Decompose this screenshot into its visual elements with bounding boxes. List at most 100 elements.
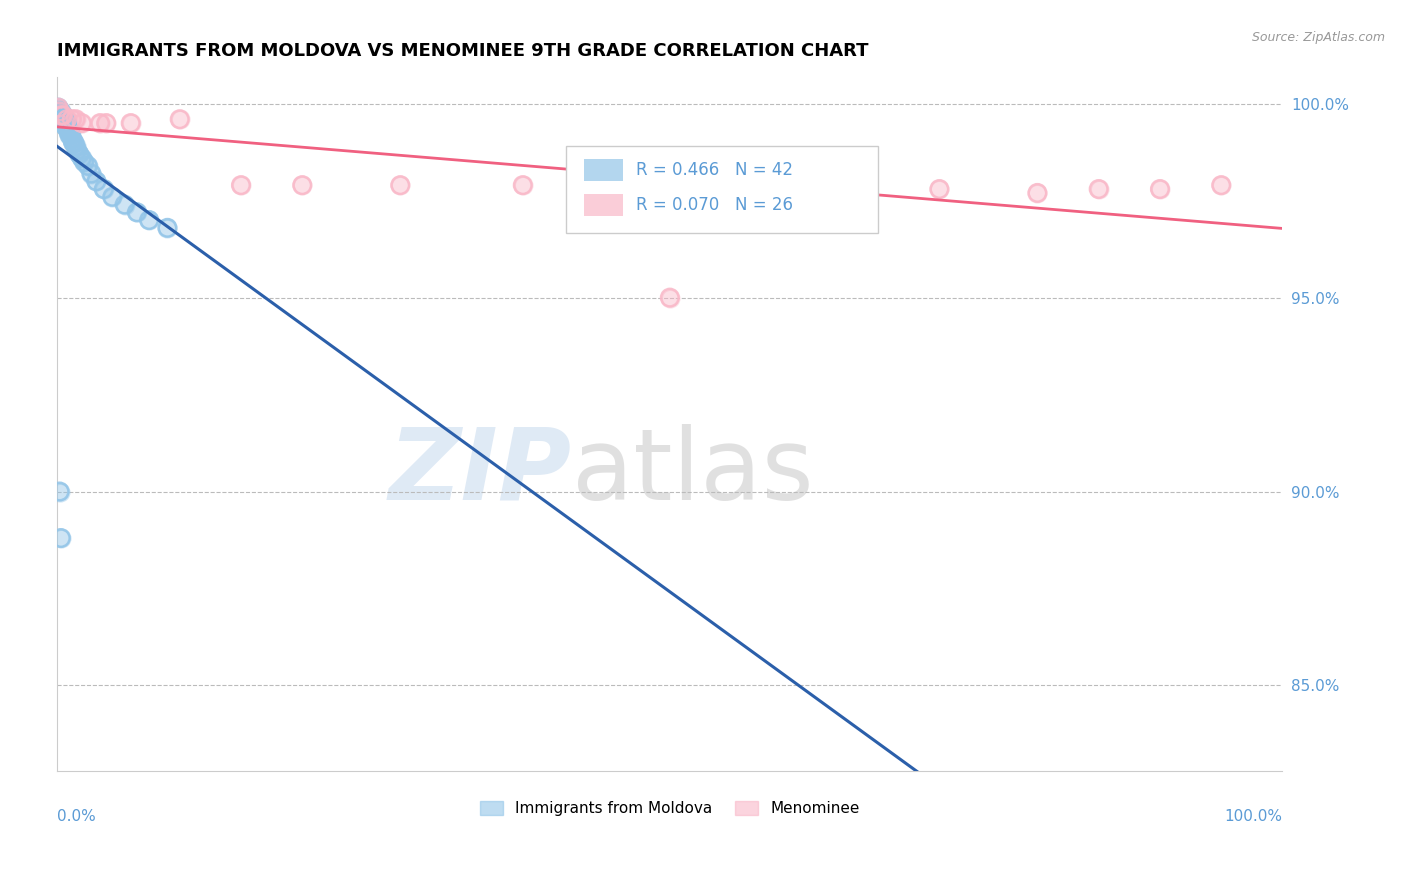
Point bbox=[512, 178, 534, 193]
Point bbox=[156, 220, 179, 235]
Point bbox=[65, 112, 87, 127]
Point bbox=[66, 143, 89, 157]
Point bbox=[48, 108, 70, 122]
Point bbox=[51, 116, 73, 130]
Point bbox=[842, 182, 865, 196]
Point bbox=[138, 213, 160, 227]
Point bbox=[58, 124, 80, 138]
Point bbox=[1149, 182, 1171, 196]
Point bbox=[125, 205, 148, 219]
Point bbox=[49, 108, 72, 122]
Point bbox=[48, 101, 70, 115]
Point bbox=[80, 167, 103, 181]
Point bbox=[114, 197, 136, 211]
Point bbox=[65, 112, 87, 127]
Point bbox=[1026, 186, 1049, 200]
Point bbox=[634, 182, 657, 196]
Point bbox=[52, 108, 75, 122]
Point bbox=[756, 182, 779, 196]
Point bbox=[56, 120, 79, 134]
Point bbox=[58, 124, 80, 138]
Point bbox=[56, 116, 79, 130]
Point bbox=[120, 116, 142, 130]
Point bbox=[51, 108, 73, 122]
Point bbox=[49, 531, 72, 545]
Point bbox=[52, 108, 75, 122]
Point bbox=[48, 101, 70, 115]
Point bbox=[48, 112, 70, 127]
Point bbox=[169, 112, 191, 127]
Point bbox=[86, 174, 108, 188]
Point bbox=[89, 116, 111, 130]
Point bbox=[389, 178, 412, 193]
Point bbox=[1087, 182, 1109, 196]
Point bbox=[1211, 178, 1233, 193]
Legend: Immigrants from Moldova, Menominee: Immigrants from Moldova, Menominee bbox=[474, 795, 866, 822]
Point bbox=[138, 213, 160, 227]
Point bbox=[101, 190, 124, 204]
Point bbox=[51, 108, 73, 122]
Point bbox=[70, 151, 93, 165]
Point bbox=[291, 178, 314, 193]
Point bbox=[51, 108, 73, 122]
Point bbox=[49, 108, 72, 122]
Point bbox=[59, 128, 82, 142]
Point bbox=[55, 116, 77, 130]
Point bbox=[76, 159, 98, 173]
Point bbox=[928, 182, 950, 196]
Point bbox=[756, 182, 779, 196]
Point bbox=[60, 131, 83, 145]
FancyBboxPatch shape bbox=[565, 146, 879, 233]
Point bbox=[512, 178, 534, 193]
Point bbox=[93, 182, 115, 196]
Point bbox=[56, 120, 79, 134]
Point bbox=[96, 116, 118, 130]
Point bbox=[49, 104, 72, 119]
Point bbox=[58, 128, 80, 142]
Point bbox=[114, 197, 136, 211]
Point bbox=[60, 112, 83, 127]
Point bbox=[60, 112, 83, 127]
Point bbox=[60, 131, 83, 145]
Point bbox=[73, 155, 96, 169]
Point bbox=[658, 291, 681, 305]
Point bbox=[52, 108, 75, 122]
Point bbox=[658, 291, 681, 305]
Point bbox=[48, 101, 70, 115]
Point bbox=[53, 112, 76, 127]
Point bbox=[63, 136, 86, 150]
Point bbox=[52, 112, 75, 127]
Point bbox=[169, 112, 191, 127]
Text: 100.0%: 100.0% bbox=[1225, 809, 1282, 824]
Point bbox=[59, 128, 82, 142]
Point bbox=[389, 178, 412, 193]
Point bbox=[156, 220, 179, 235]
Point bbox=[49, 108, 72, 122]
Point bbox=[48, 112, 70, 127]
Point bbox=[66, 143, 89, 157]
Point bbox=[63, 136, 86, 150]
Point bbox=[70, 116, 93, 130]
Point bbox=[48, 101, 70, 115]
Point bbox=[49, 531, 72, 545]
Point bbox=[291, 178, 314, 193]
FancyBboxPatch shape bbox=[583, 194, 623, 216]
Text: Source: ZipAtlas.com: Source: ZipAtlas.com bbox=[1251, 31, 1385, 45]
Text: 0.0%: 0.0% bbox=[58, 809, 96, 824]
Point bbox=[76, 159, 98, 173]
Point bbox=[49, 112, 72, 127]
Point bbox=[1087, 182, 1109, 196]
Point bbox=[52, 108, 75, 122]
Point bbox=[73, 155, 96, 169]
Point bbox=[52, 112, 75, 127]
Point bbox=[65, 139, 87, 153]
Point bbox=[62, 136, 84, 150]
Point bbox=[125, 205, 148, 219]
Point bbox=[53, 112, 76, 127]
Point bbox=[51, 112, 73, 127]
Point bbox=[52, 116, 75, 130]
Point bbox=[70, 116, 93, 130]
Text: atlas: atlas bbox=[572, 424, 814, 521]
Point bbox=[49, 104, 72, 119]
Point bbox=[55, 120, 77, 134]
